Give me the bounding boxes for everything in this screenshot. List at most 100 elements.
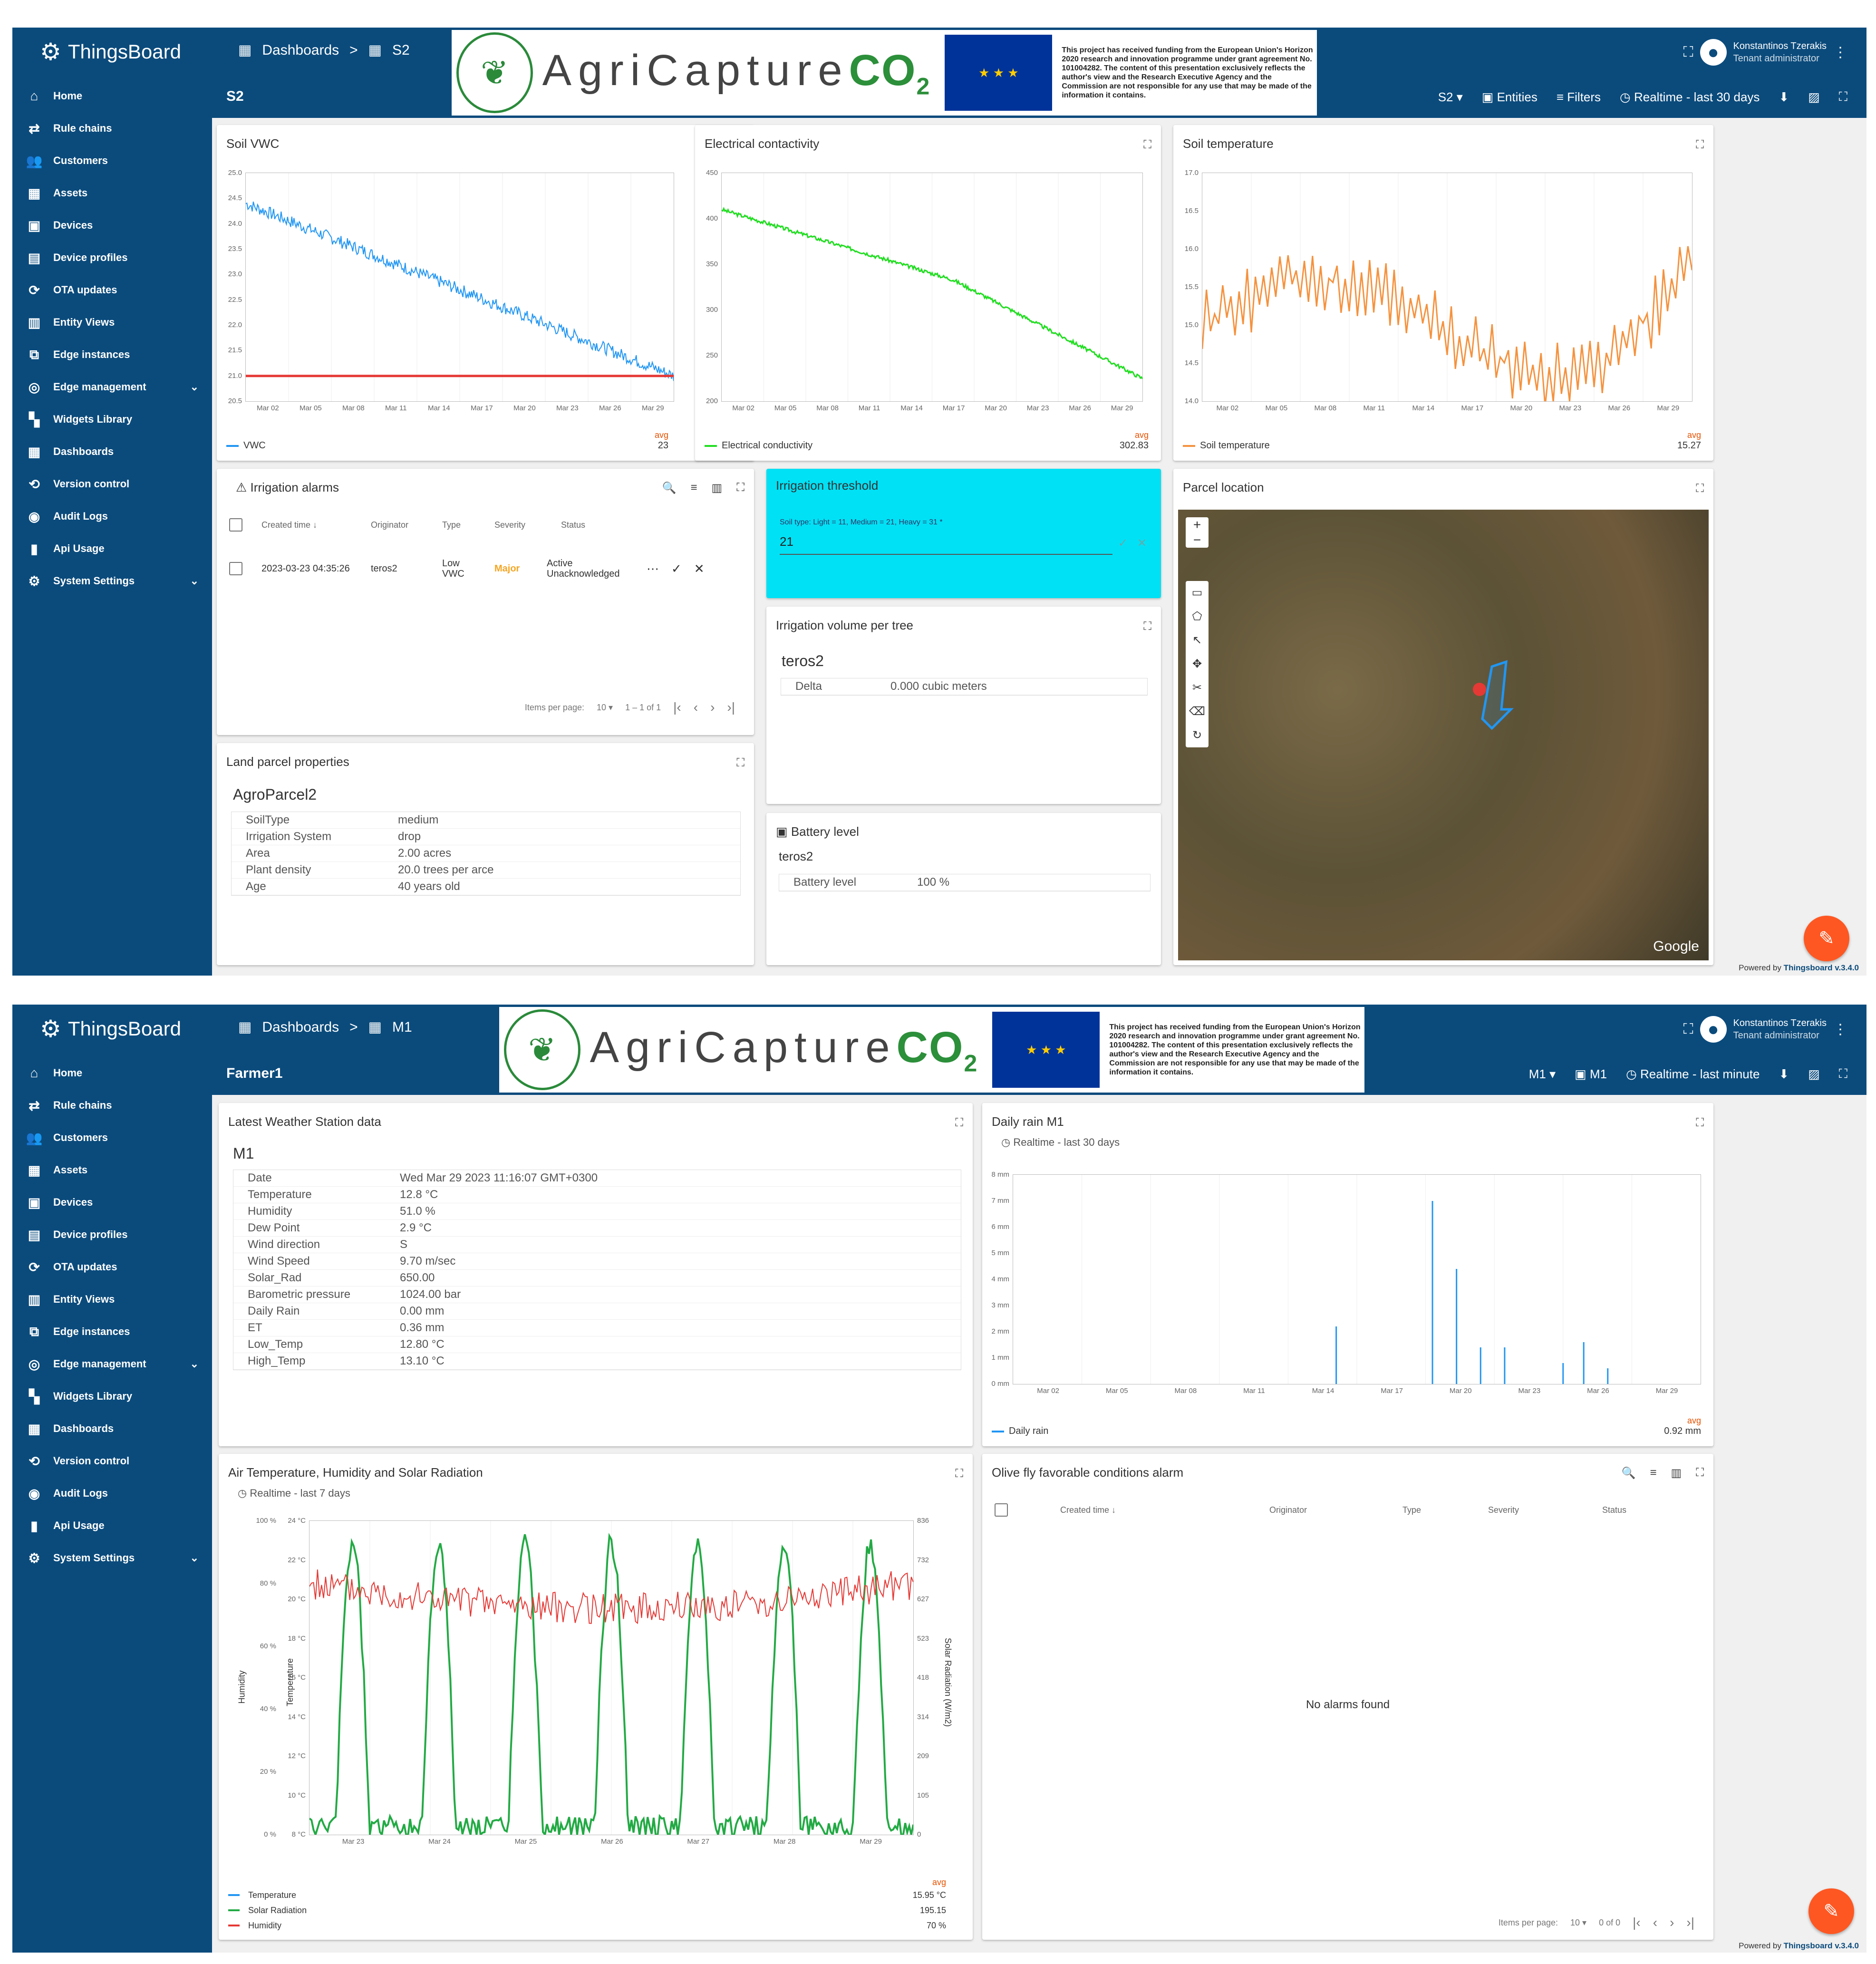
timewindow-button[interactable]: ◷ Realtime - last minute (1626, 1066, 1760, 1081)
legend-item[interactable]: Temperature 15.95 °C (228, 1887, 960, 1903)
select-all-checkbox[interactable] (995, 1503, 1008, 1517)
filter-icon[interactable]: ≡ (690, 481, 697, 494)
more-icon[interactable]: ⋯ (647, 561, 671, 576)
fullscreen-icon[interactable]: ⛶ (955, 1467, 963, 1480)
select-all-checkbox[interactable] (229, 518, 242, 532)
sidebar-item-edge-instances[interactable]: ⧉ Edge instances (12, 1316, 212, 1348)
zoom-out-icon[interactable]: − (1193, 532, 1201, 547)
sidebar-item-edge-instances[interactable]: ⧉ Edge instances (12, 339, 212, 371)
satellite-map[interactable]: + − ▭ ⬠ ↖ ✥ ✂ ⌫ ↻ Google (1178, 510, 1709, 960)
filter-icon[interactable]: ≡ (1650, 1466, 1657, 1479)
acknowledge-icon[interactable]: ✓ (671, 561, 694, 576)
timewindow-button[interactable]: ◷ Realtime - last 30 days (1620, 89, 1760, 104)
filters-button[interactable]: ≡ Filters (1556, 89, 1601, 104)
row-checkbox[interactable] (229, 562, 242, 575)
sidebar-item-widgets-library[interactable]: ▚ Widgets Library (12, 403, 212, 435)
fullscreen-icon[interactable]: ⛶ (1143, 620, 1151, 633)
fullscreen-icon[interactable]: ⛶ (736, 756, 745, 769)
column-created-time[interactable]: Created time ↓ (261, 520, 318, 530)
edit-icon[interactable]: ↖ (1192, 634, 1202, 647)
entity-state-select[interactable]: S2 ▾ (1438, 89, 1463, 104)
fullscreen-icon[interactable]: ⛶ (1696, 138, 1704, 151)
fullscreen-icon[interactable]: ⛶ (1696, 482, 1704, 495)
sidebar-item-customers[interactable]: 👥 Customers (12, 1122, 212, 1154)
fullscreen-icon[interactable]: ⛶ (1143, 138, 1151, 151)
chevron-down-icon[interactable]: ⌄ (190, 381, 199, 393)
columns-icon[interactable]: ▥ (711, 482, 723, 494)
threshold-input[interactable]: 21 (780, 534, 1112, 555)
avatar[interactable]: ● (1700, 1016, 1727, 1043)
search-icon[interactable]: 🔍 (662, 482, 677, 494)
sidebar-item-version-control[interactable]: ⟲ Version control (12, 1445, 212, 1477)
chevron-down-icon[interactable]: ⌄ (190, 1552, 199, 1564)
prev-page-icon[interactable]: ‹ (1653, 1915, 1658, 1930)
entities-button[interactable]: ▣ M1 (1575, 1066, 1607, 1081)
sidebar-item-assets[interactable]: ▦ Assets (12, 1154, 212, 1186)
more-menu-icon[interactable]: ⋮ (1833, 1021, 1847, 1037)
sidebar-item-audit-logs[interactable]: ◉ Audit Logs (12, 1477, 212, 1509)
sidebar-item-api-usage[interactable]: ▮ Api Usage (12, 532, 212, 565)
fullscreen-icon[interactable]: ⛶ (736, 481, 745, 494)
sidebar-item-edge-management[interactable]: ◎ Edge management ⌄ (12, 1348, 212, 1380)
first-page-icon[interactable]: |‹ (1633, 1915, 1641, 1930)
next-page-icon[interactable]: › (710, 700, 715, 715)
sidebar-item-device-profiles[interactable]: ▤ Device profiles (12, 1219, 212, 1251)
last-page-icon[interactable]: ›| (1686, 1915, 1694, 1930)
chevron-down-icon[interactable]: ⌄ (190, 1358, 199, 1370)
move-icon[interactable]: ✥ (1192, 658, 1202, 670)
legend-item[interactable]: Solar Radiation 195.15 (228, 1903, 960, 1918)
export-icon[interactable]: ▨ (1808, 1066, 1820, 1081)
version-link[interactable]: Thingsboard v.3.4.0 (1783, 1941, 1859, 1950)
column-severity[interactable]: Severity (1488, 1505, 1519, 1515)
draw-rectangle-icon[interactable]: ▭ (1191, 586, 1203, 599)
edit-dashboard-button[interactable]: ✎ (1804, 916, 1849, 961)
sidebar-item-api-usage[interactable]: ▮ Api Usage (12, 1509, 212, 1542)
breadcrumb-dashboards[interactable]: Dashboards (262, 42, 339, 58)
sidebar-item-devices[interactable]: ▣ Devices (12, 209, 212, 242)
fullscreen-icon[interactable]: ⛶ (1683, 44, 1693, 60)
download-icon[interactable]: ⬇ (1779, 1066, 1789, 1081)
sidebar-item-home[interactable]: ⌂ Home (12, 1057, 212, 1089)
table-row[interactable]: 2023-03-23 04:35:26 teros2 Low VWC Major… (229, 558, 717, 579)
columns-icon[interactable]: ▥ (1671, 1467, 1682, 1480)
chevron-down-icon[interactable]: ⌄ (190, 575, 199, 587)
sidebar-item-device-profiles[interactable]: ▤ Device profiles (12, 242, 212, 274)
items-per-page-select[interactable]: 10 ▾ (596, 702, 613, 712)
sidebar-item-entity-views[interactable]: ▥ Entity Views (12, 1283, 212, 1316)
sidebar-item-system-settings[interactable]: ⚙ System Settings ⌄ (12, 1542, 212, 1574)
sidebar-item-version-control[interactable]: ⟲ Version control (12, 468, 212, 500)
next-page-icon[interactable]: › (1670, 1915, 1674, 1930)
sidebar-item-dashboards[interactable]: ▦ Dashboards (12, 1413, 212, 1445)
column-type[interactable]: Type (442, 520, 461, 530)
search-icon[interactable]: 🔍 (1621, 1467, 1636, 1480)
fullscreen-icon[interactable]: ⛶ (1683, 1021, 1693, 1037)
sidebar-item-customers[interactable]: 👥 Customers (12, 145, 212, 177)
clear-icon[interactable]: ✕ (694, 561, 717, 576)
column-status[interactable]: Status (561, 520, 586, 530)
sidebar-item-home[interactable]: ⌂ Home (12, 80, 212, 112)
items-per-page-select[interactable]: 10 ▾ (1570, 1917, 1587, 1927)
column-created-time[interactable]: Created time ↓ (1060, 1505, 1116, 1515)
rotate-icon[interactable]: ↻ (1192, 729, 1202, 742)
column-type[interactable]: Type (1402, 1505, 1422, 1515)
fullscreen-dashboard-icon[interactable]: ⛶ (1838, 89, 1847, 104)
sidebar-item-edge-management[interactable]: ◎ Edge management ⌄ (12, 371, 212, 403)
legend-item[interactable]: Humidity 70 % (228, 1918, 960, 1933)
fullscreen-icon[interactable]: ⛶ (955, 1116, 963, 1129)
first-page-icon[interactable]: |‹ (673, 700, 681, 715)
column-severity[interactable]: Severity (494, 520, 526, 530)
last-page-icon[interactable]: ›| (727, 700, 735, 715)
sidebar-item-widgets-library[interactable]: ▚ Widgets Library (12, 1380, 212, 1413)
thingsboard-logo[interactable]: ⚙ ThingsBoard (40, 39, 181, 65)
sidebar-item-rule-chains[interactable]: ⇄ Rule chains (12, 112, 212, 145)
cancel-icon[interactable]: ✕ (1137, 537, 1147, 550)
sidebar-item-entity-views[interactable]: ▥ Entity Views (12, 306, 212, 339)
sidebar-item-rule-chains[interactable]: ⇄ Rule chains (12, 1089, 212, 1122)
column-originator[interactable]: Originator (1269, 1505, 1307, 1515)
export-icon[interactable]: ▨ (1808, 89, 1820, 104)
column-status[interactable]: Status (1602, 1505, 1627, 1515)
sidebar-item-assets[interactable]: ▦ Assets (12, 177, 212, 209)
entities-button[interactable]: ▣ Entities (1481, 89, 1538, 104)
version-link[interactable]: Thingsboard v.3.4.0 (1783, 963, 1859, 972)
breadcrumb-dashboards[interactable]: Dashboards (262, 1019, 339, 1035)
